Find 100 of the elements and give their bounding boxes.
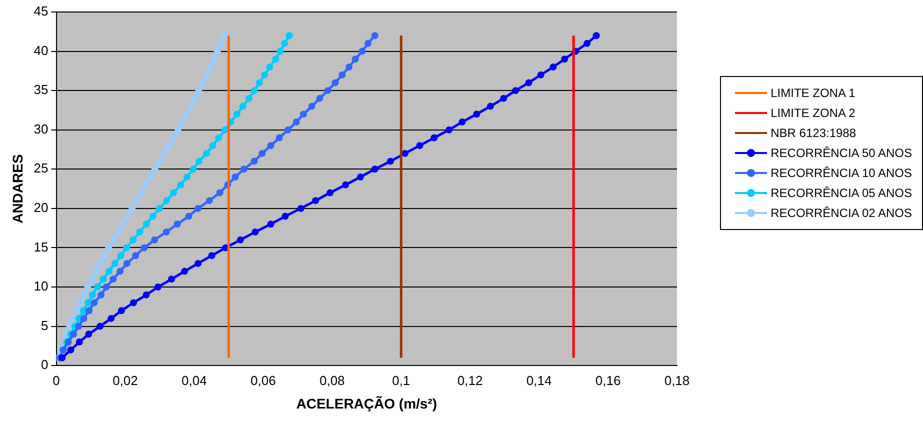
point xyxy=(94,284,101,291)
point xyxy=(73,307,80,314)
point xyxy=(206,64,214,71)
point xyxy=(177,181,184,188)
point xyxy=(110,276,117,283)
point xyxy=(191,94,198,102)
point xyxy=(266,64,274,71)
point xyxy=(281,40,288,47)
point xyxy=(156,158,164,165)
point xyxy=(300,110,308,118)
point xyxy=(512,87,520,94)
point xyxy=(240,166,248,173)
point xyxy=(111,260,118,267)
point xyxy=(187,102,194,110)
x-tick-label: 0,18 xyxy=(664,372,690,388)
x-tick-label: 0 xyxy=(52,372,60,388)
legend-label: NBR 6123:1988 xyxy=(770,125,856,142)
point xyxy=(190,166,197,173)
point xyxy=(216,189,224,196)
point xyxy=(326,189,334,196)
point xyxy=(163,197,170,204)
y-axis-title: ANDARES xyxy=(9,154,26,224)
point xyxy=(250,158,258,165)
point xyxy=(142,220,150,228)
point xyxy=(142,291,150,298)
point xyxy=(236,236,244,244)
point xyxy=(286,32,293,40)
point xyxy=(160,150,168,157)
point xyxy=(386,158,394,165)
point xyxy=(371,32,378,40)
x-axis-title: ACELERAÇÃO (m/s²) xyxy=(296,395,438,412)
point xyxy=(221,32,228,40)
x-tick-label: 0,16 xyxy=(595,372,621,388)
point xyxy=(258,150,266,157)
x-tick-label: 0,08 xyxy=(319,372,345,388)
point xyxy=(168,276,175,283)
y-tick-label: 45 xyxy=(34,4,48,19)
point xyxy=(96,260,104,267)
point xyxy=(308,102,316,110)
point xyxy=(342,181,350,188)
point xyxy=(297,204,304,212)
point xyxy=(267,220,274,228)
point xyxy=(292,118,300,126)
point xyxy=(80,291,88,298)
point xyxy=(84,299,92,306)
point xyxy=(181,268,188,275)
point xyxy=(214,48,221,55)
y-tick-label: 30 xyxy=(34,121,48,136)
point xyxy=(151,166,158,173)
point xyxy=(500,94,508,102)
point xyxy=(106,268,113,275)
point xyxy=(561,56,568,63)
point xyxy=(67,346,74,354)
point xyxy=(217,40,224,47)
point xyxy=(116,268,124,275)
point xyxy=(208,252,216,260)
point xyxy=(537,71,544,78)
x-tick-label: 0,1 xyxy=(392,372,410,388)
point xyxy=(140,244,148,252)
point xyxy=(194,204,202,212)
y-tick-label: 0 xyxy=(41,357,48,372)
point xyxy=(252,228,259,236)
legend-label: RECORRÊNCIA 10 ANOS xyxy=(770,165,912,182)
point xyxy=(119,220,126,228)
point xyxy=(338,71,346,78)
point xyxy=(86,307,93,314)
point xyxy=(239,102,246,110)
y-tick-label: 15 xyxy=(34,239,48,254)
point xyxy=(96,322,104,330)
legend-label: RECORRÊNCIA 02 ANOS xyxy=(770,205,912,222)
x-tick-label: 0,06 xyxy=(250,372,276,388)
point xyxy=(525,79,532,86)
point xyxy=(206,197,213,204)
point xyxy=(162,228,170,236)
y-tick-label: 40 xyxy=(34,42,48,58)
point xyxy=(132,252,140,260)
point xyxy=(250,87,258,94)
point xyxy=(90,299,98,306)
point xyxy=(114,228,122,236)
point xyxy=(98,291,105,298)
legend-label: LIMITE ZONA 1 xyxy=(770,85,856,102)
point xyxy=(210,56,218,63)
point xyxy=(183,174,190,181)
point xyxy=(233,110,240,118)
point xyxy=(85,330,92,338)
point xyxy=(316,94,324,102)
point xyxy=(100,276,107,283)
point xyxy=(123,260,130,267)
point xyxy=(102,284,110,291)
point xyxy=(123,244,130,252)
point xyxy=(221,126,228,134)
point xyxy=(138,189,145,196)
point xyxy=(215,134,222,142)
point xyxy=(118,307,125,314)
point xyxy=(486,102,494,110)
point xyxy=(550,64,557,71)
point xyxy=(346,64,353,71)
y-tick-label: 35 xyxy=(34,82,48,98)
point xyxy=(105,244,112,252)
point xyxy=(203,150,210,157)
